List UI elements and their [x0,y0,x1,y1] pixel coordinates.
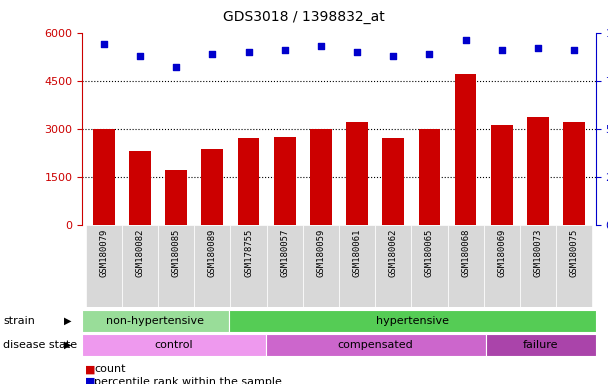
Text: GSM180085: GSM180085 [171,229,181,277]
Point [533,45,543,51]
Bar [86,225,122,307]
Text: GSM178755: GSM178755 [244,229,253,277]
Bar [93,129,115,225]
Text: GSM180068: GSM180068 [461,229,470,277]
Bar [201,149,223,225]
Bar [122,225,158,307]
Bar [486,334,596,356]
Bar [194,225,230,307]
Bar [82,334,266,356]
Bar [412,225,447,307]
Text: GSM180059: GSM180059 [316,229,325,277]
Text: GSM180079: GSM180079 [99,229,108,277]
Text: percentile rank within the sample: percentile rank within the sample [94,377,282,384]
Bar [230,225,266,307]
Point [424,51,434,57]
Text: GSM180057: GSM180057 [280,229,289,277]
Bar [238,138,260,225]
Point [135,53,145,59]
Bar [274,137,295,225]
Text: GSM180082: GSM180082 [136,229,145,277]
Point [389,53,398,59]
Bar [520,225,556,307]
Bar [339,225,375,307]
Bar [165,170,187,225]
Point [461,37,471,43]
Text: disease state: disease state [3,340,77,350]
Bar [129,151,151,225]
Bar [303,225,339,307]
Point [352,49,362,55]
Text: ▶: ▶ [64,340,72,350]
Bar [346,122,368,225]
Bar [527,118,549,225]
Bar [455,74,477,225]
Text: failure: failure [523,340,559,350]
Bar [229,310,596,332]
Bar [158,225,194,307]
Text: count: count [94,364,126,374]
Text: ■: ■ [85,377,95,384]
Text: hypertensive: hypertensive [376,316,449,326]
Bar [375,225,412,307]
Text: GDS3018 / 1398832_at: GDS3018 / 1398832_at [223,10,385,23]
Text: compensated: compensated [338,340,413,350]
Bar [310,129,332,225]
Point [244,49,254,55]
Text: ▶: ▶ [64,316,72,326]
Text: non-hypertensive: non-hypertensive [106,316,204,326]
Text: control: control [154,340,193,350]
Bar [418,129,440,225]
Point [497,47,506,53]
Bar [266,334,486,356]
Bar [382,138,404,225]
Bar [266,225,303,307]
Bar [563,122,585,225]
Bar [82,310,229,332]
Point [280,47,289,53]
Bar [556,225,592,307]
Bar [447,225,484,307]
Point [207,51,217,57]
Text: GSM180073: GSM180073 [533,229,542,277]
Text: ■: ■ [85,364,95,374]
Point [569,47,579,53]
Text: GSM180061: GSM180061 [353,229,362,277]
Text: GSM180062: GSM180062 [389,229,398,277]
Text: GSM180075: GSM180075 [570,229,579,277]
Text: GSM180089: GSM180089 [208,229,217,277]
Point [316,43,326,49]
Bar [491,126,513,225]
Bar [484,225,520,307]
Point [171,64,181,70]
Text: GSM180069: GSM180069 [497,229,506,277]
Text: strain: strain [3,316,35,326]
Text: GSM180065: GSM180065 [425,229,434,277]
Point [99,41,109,47]
